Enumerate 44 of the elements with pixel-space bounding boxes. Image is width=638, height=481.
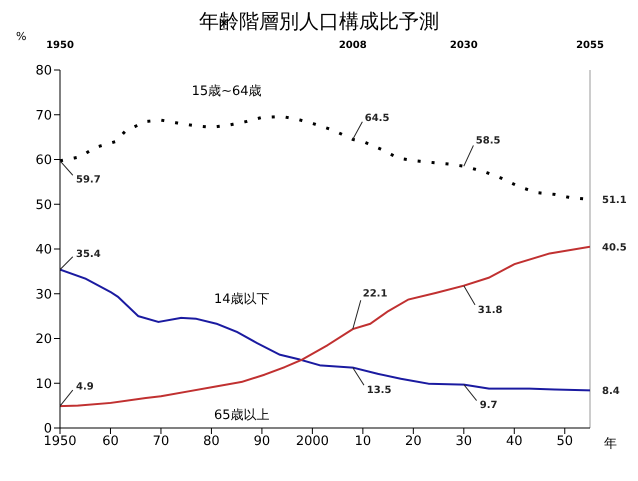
annotation: 58.5 [476, 136, 501, 147]
annotation: 4.9 [76, 382, 94, 393]
x-tick-label: 80 [203, 434, 220, 450]
x2-tick-label: 2008 [338, 40, 367, 51]
y-axis-title: % [16, 30, 26, 43]
x-tick-label: 2000 [296, 434, 329, 450]
annotation: 59.7 [76, 174, 101, 186]
x-tick-label: 50 [556, 434, 574, 450]
x-tick-label: 70 [152, 434, 170, 450]
x-tick-label: 40 [506, 434, 523, 450]
x2-tick-label: 1950 [46, 40, 74, 51]
annotation: 31.8 [478, 305, 503, 316]
annotation: 64.5 [364, 112, 390, 124]
y-tick-label: 20 [35, 332, 52, 348]
annotation: 13.5 [366, 385, 392, 396]
chart-title: 年齢階層別人口構成比予測 [199, 9, 439, 33]
series-label: 15歳~64歳 [192, 84, 262, 99]
x-axis-title: 年 [604, 436, 617, 452]
line-series [60, 268, 590, 392]
annotation: 40.5 [602, 242, 627, 254]
y-tick-label: 50 [35, 198, 52, 213]
annotation: 9.7 [480, 400, 498, 412]
x2-tick-label: 2055 [576, 40, 604, 51]
x-tick-label: 10 [354, 434, 372, 450]
x2-tick-label: 2030 [450, 40, 478, 51]
y-tick-label: 40 [35, 242, 52, 258]
series-label: 65歳以上 [214, 408, 270, 424]
y-tick-label: 0 [44, 422, 52, 437]
x-tick-label: 30 [456, 434, 472, 450]
x-tick-label: 1950 [43, 434, 77, 450]
annotation: 8.4 [602, 386, 620, 397]
y-tick-label: 80 [35, 64, 52, 79]
x-tick-label: 20 [405, 434, 422, 450]
line-series [60, 246, 590, 408]
y-tick-label: 70 [35, 108, 52, 124]
annotation: 35.4 [76, 249, 101, 260]
x-tick-label: 90 [254, 434, 270, 450]
x-tick-label: 60 [102, 434, 119, 450]
y-tick-label: 60 [35, 153, 52, 168]
series-label: 14歳以下 [214, 292, 270, 307]
y-tick-label: 10 [35, 376, 52, 392]
annotation: 51.1 [602, 194, 627, 206]
y-tick-label: 30 [35, 287, 52, 302]
annotation: 22.1 [362, 288, 388, 300]
